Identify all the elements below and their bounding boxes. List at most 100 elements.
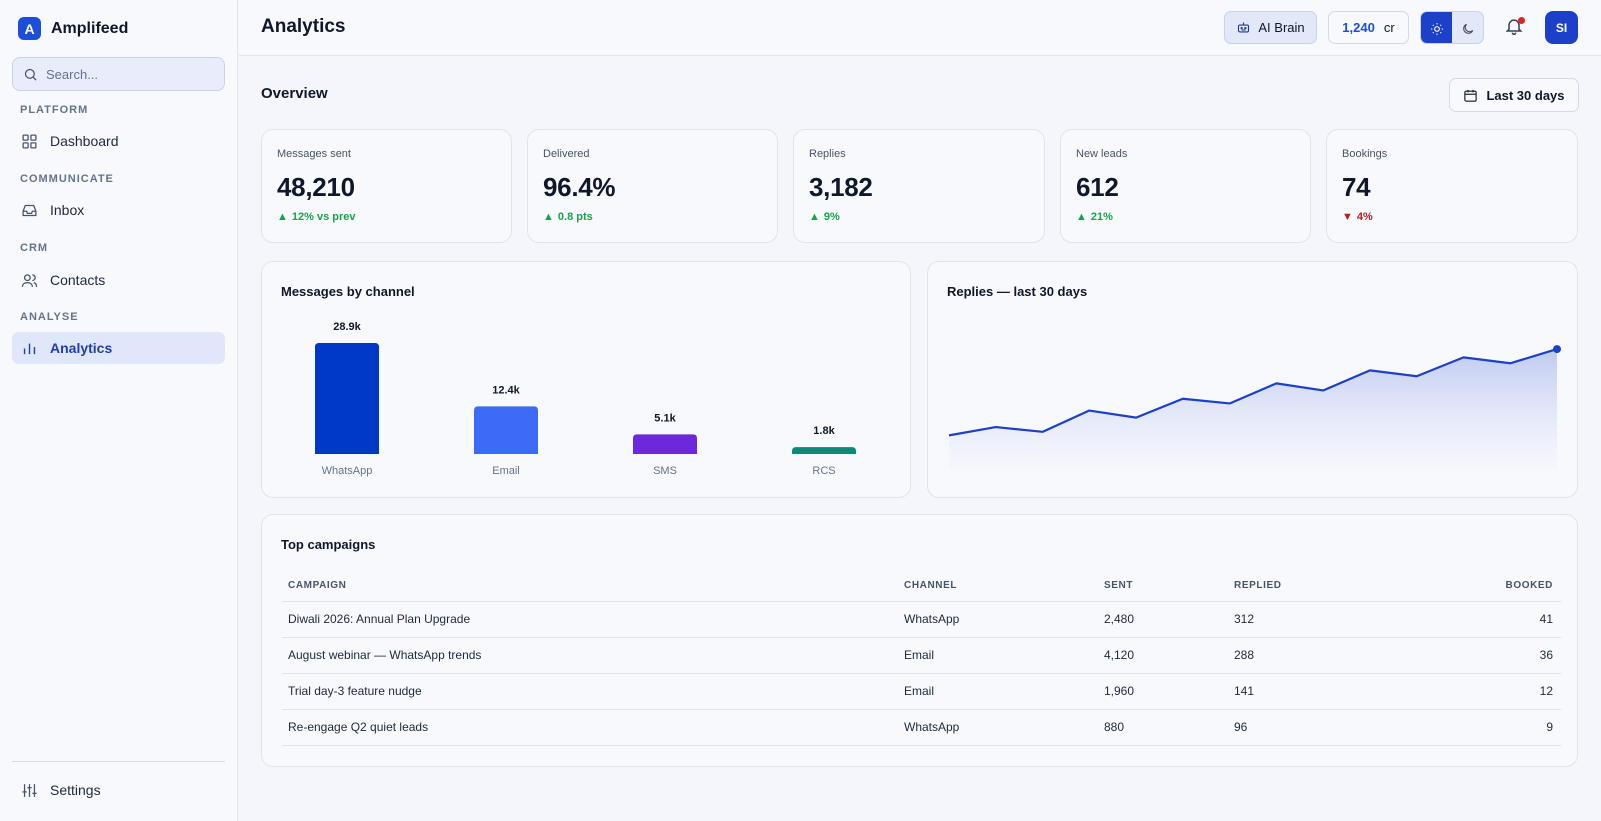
- cell-campaign: Diwali 2026: Annual Plan Upgrade: [282, 601, 898, 638]
- sidebar-item-dashboard[interactable]: Dashboard: [12, 125, 225, 157]
- triangle-up-icon: ▲: [277, 211, 288, 223]
- kpi-card-bookings: Bookings 74 ▼ 4%: [1326, 129, 1578, 243]
- top-bar: Analytics AI Brain 1,240 cr SI: [239, 0, 1601, 56]
- column-header-booked[interactable]: BOOKED: [1398, 580, 1561, 602]
- bar-whatsapp[interactable]: [315, 343, 379, 454]
- bell-icon: [1505, 19, 1523, 36]
- kpi-delta: ▲ 9%: [809, 211, 840, 223]
- kpi-value: 612: [1076, 172, 1119, 202]
- kpi-card-messages-sent: Messages sent 48,210 ▲ 12% vs prev: [261, 129, 512, 243]
- campaigns-table: CAMPAIGN CHANNEL SENT REPLIED BOOKED Diw…: [282, 580, 1561, 746]
- date-range-button[interactable]: Last 30 days: [1449, 78, 1579, 112]
- table-row[interactable]: Diwali 2026: Annual Plan Upgrade WhatsAp…: [282, 601, 1561, 638]
- bar-rcs[interactable]: [792, 447, 856, 454]
- table-row[interactable]: August webinar — WhatsApp trends Email 4…: [282, 637, 1561, 674]
- sidebar-item-analytics[interactable]: Analytics: [12, 332, 225, 364]
- bar-chart: 28.9k WhatsApp 12.4k Email 5.1k SMS 1.8k RCS: [315, 321, 856, 477]
- dark-mode-button[interactable]: [1452, 12, 1483, 43]
- search-box[interactable]: [12, 57, 225, 91]
- credits-unit: cr: [1383, 20, 1395, 35]
- line-chart: [948, 345, 1561, 470]
- chart-title: Replies — last 30 days: [947, 284, 1088, 299]
- bar-sms[interactable]: [633, 434, 697, 454]
- sun-icon: [1430, 22, 1443, 35]
- nav-section-analyse: ANALYSE: [20, 311, 79, 323]
- page-title: Analytics: [261, 16, 346, 37]
- kpi-delta-text: 12% vs prev: [291, 211, 356, 223]
- sidebar-item-label: Inbox: [50, 202, 85, 218]
- cell-replied: 96: [1228, 709, 1398, 746]
- bar-email[interactable]: [474, 406, 538, 454]
- cell-sent: 1,960: [1098, 673, 1228, 710]
- replies-area: [949, 349, 1557, 470]
- kpi-delta-text: 0.8 pts: [557, 211, 593, 223]
- brand[interactable]: A Amplifeed: [18, 17, 128, 40]
- kpi-value: 96.4%: [543, 172, 616, 202]
- credits-value: 1,240: [1342, 20, 1375, 35]
- triangle-up-icon: ▲: [809, 211, 820, 223]
- column-header-sent[interactable]: SENT: [1098, 580, 1228, 602]
- bar-category-label: SMS: [653, 465, 677, 477]
- kpi-delta: ▲ 0.8 pts: [543, 211, 593, 223]
- search-input[interactable]: [46, 66, 216, 82]
- moon-icon: [1462, 23, 1473, 34]
- bar-category-label: Email: [492, 465, 520, 477]
- table-header-row: CAMPAIGN CHANNEL SENT REPLIED BOOKED: [282, 580, 1561, 602]
- overview-title: Overview: [261, 85, 328, 102]
- cell-channel: WhatsApp: [898, 601, 1098, 638]
- chart-title: Messages by channel: [281, 284, 415, 299]
- ai-brain-button[interactable]: AI Brain: [1224, 11, 1317, 44]
- kpi-delta-text: 4%: [1356, 211, 1373, 223]
- inbox-icon: [22, 204, 37, 216]
- column-header-channel[interactable]: CHANNEL: [898, 580, 1098, 602]
- cell-replied: 312: [1228, 601, 1398, 638]
- kpi-card-delivered: Delivered 96.4% ▲ 0.8 pts: [527, 129, 778, 243]
- cell-sent: 4,120: [1098, 637, 1228, 674]
- kpi-label: New leads: [1076, 148, 1128, 160]
- cell-campaign: Re-engage Q2 quiet leads: [282, 709, 898, 746]
- kpi-delta: ▼ 4%: [1342, 211, 1373, 223]
- column-header-replied[interactable]: REPLIED: [1228, 580, 1398, 602]
- sidebar-item-contacts[interactable]: Contacts: [12, 264, 225, 296]
- avatar[interactable]: SI: [1545, 11, 1578, 44]
- bar-value-label: 1.8k: [813, 425, 835, 437]
- search-icon: [24, 68, 37, 81]
- notification-dot: [1518, 17, 1525, 24]
- sidebar: A Amplifeed PLATFORM Dashboard COMMUNICA…: [0, 0, 238, 821]
- table-row[interactable]: Re-engage Q2 quiet leads WhatsApp 880 96…: [282, 709, 1561, 746]
- light-mode-button[interactable]: [1421, 12, 1452, 43]
- kpi-label: Replies: [809, 148, 846, 160]
- sidebar-item-settings[interactable]: Settings: [12, 774, 225, 806]
- sidebar-item-label: Contacts: [50, 272, 106, 288]
- bar-category-label: WhatsApp: [322, 465, 373, 477]
- cell-booked: 9: [1398, 709, 1561, 746]
- kpi-value: 3,182: [809, 172, 873, 202]
- sliders-icon: [22, 783, 37, 797]
- notifications-button[interactable]: [1504, 16, 1526, 38]
- table-row[interactable]: Trial day-3 feature nudge Email 1,960 14…: [282, 673, 1561, 710]
- calendar-icon: [1464, 89, 1478, 102]
- cell-replied: 141: [1228, 673, 1398, 710]
- cell-sent: 2,480: [1098, 601, 1228, 638]
- kpi-card-new-leads: New leads 612 ▲ 21%: [1060, 129, 1311, 243]
- cell-sent: 880: [1098, 709, 1228, 746]
- replies-last-point[interactable]: [1553, 345, 1561, 354]
- nav-section-platform: PLATFORM: [20, 104, 89, 116]
- cell-replied: 288: [1228, 637, 1398, 674]
- users-icon: [21, 273, 38, 287]
- top-campaigns-card: Top campaigns CAMPAIGN CHANNEL SENT REPL…: [261, 514, 1578, 767]
- kpi-label: Delivered: [543, 148, 590, 160]
- triangle-down-icon: ▼: [1342, 211, 1353, 223]
- triangle-up-icon: ▲: [1076, 211, 1087, 223]
- cell-booked: 36: [1398, 637, 1561, 674]
- sidebar-item-inbox[interactable]: Inbox: [12, 194, 225, 226]
- kpi-label: Messages sent: [277, 148, 351, 160]
- kpi-delta-text: 21%: [1090, 211, 1113, 223]
- column-header-campaign[interactable]: CAMPAIGN: [282, 580, 898, 602]
- cell-channel: WhatsApp: [898, 709, 1098, 746]
- table-title: Top campaigns: [281, 537, 376, 552]
- triangle-up-icon: ▲: [543, 211, 554, 223]
- theme-toggle: [1420, 11, 1484, 44]
- sidebar-item-label: Dashboard: [50, 133, 119, 149]
- bar-category-label: RCS: [812, 465, 835, 477]
